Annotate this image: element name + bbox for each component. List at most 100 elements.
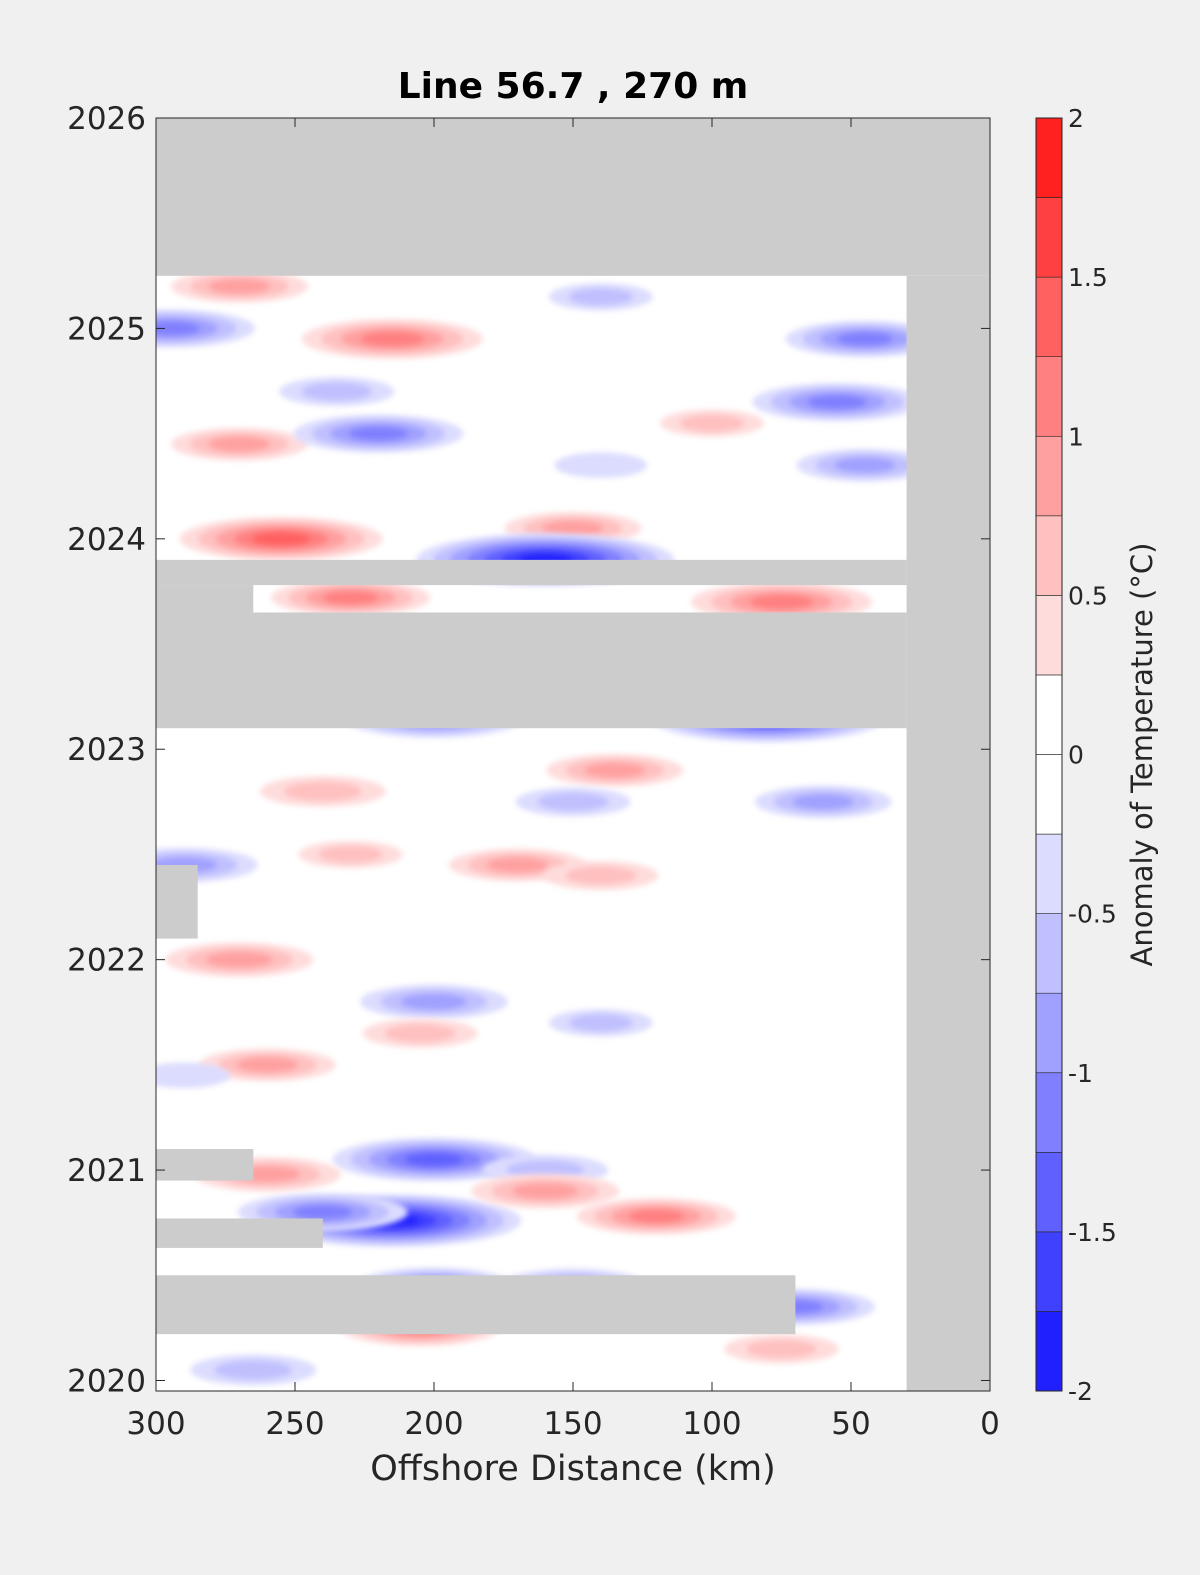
anomaly-contour <box>156 1062 231 1089</box>
colorbar-bin <box>1035 833 1063 914</box>
colorbar-bin <box>1035 674 1063 755</box>
anomaly-contour <box>318 846 383 863</box>
x-tick-label: 50 <box>831 1406 870 1442</box>
colorbar-tick-label: 0 <box>1068 741 1084 770</box>
no-data-mask <box>156 118 990 1391</box>
colorbar-tick-label: -1.5 <box>1068 1218 1117 1247</box>
colorbar-bin <box>1035 992 1063 1074</box>
no-data-region <box>156 118 990 276</box>
anomaly-contour <box>746 1339 817 1358</box>
anomaly-contour <box>837 332 893 346</box>
anomaly-patch <box>754 785 892 819</box>
anomaly-contour <box>628 1210 685 1223</box>
no-data-region <box>156 1218 323 1248</box>
anomaly-contour <box>208 436 270 452</box>
y-axis: 2020 2021 2022 2023 2024 2025 2026 <box>67 101 990 1399</box>
anomaly-patch <box>271 579 431 616</box>
anomaly-patch <box>576 1198 736 1235</box>
no-data-region <box>906 275 990 1391</box>
colorbar-bin <box>1035 356 1063 437</box>
anomaly-patch <box>259 775 386 807</box>
colorbar-frame <box>1035 117 1063 1392</box>
y-tick-label: 2026 <box>67 101 146 137</box>
anomaly-patch <box>360 984 508 1019</box>
x-axis-label: Offshore Distance (km) <box>370 1449 776 1489</box>
x-tick-label: 300 <box>126 1406 185 1442</box>
anomaly-patch <box>362 1018 478 1048</box>
colorbar-bin <box>1035 276 1063 357</box>
chart-title: Line 56.7 , 270 m <box>398 66 749 107</box>
anomaly-contour <box>156 321 200 336</box>
colorbar-bin <box>1035 595 1063 676</box>
colorbar-bin <box>1035 1231 1063 1312</box>
anomaly-contour <box>554 452 648 478</box>
anomaly-contour <box>301 382 373 401</box>
anomaly-contour <box>750 595 813 609</box>
colorbar-tick-label: 0.5 <box>1068 581 1108 610</box>
anomaly-patch <box>293 414 464 453</box>
anomaly-contour <box>568 1014 633 1032</box>
anomaly-patch <box>796 448 934 482</box>
anomaly-patch <box>279 377 395 407</box>
y-tick-label: 2022 <box>67 943 146 979</box>
x-tick-label: 100 <box>682 1406 741 1442</box>
x-tick-label: 0 <box>980 1406 1000 1442</box>
colorbar-tick-label: 2 <box>1068 104 1084 133</box>
anomaly-contour <box>236 1057 298 1073</box>
colorbar-bin <box>1035 1152 1063 1233</box>
anomaly-contour <box>322 591 379 605</box>
anomaly-contour <box>360 332 424 346</box>
x-tick-label: 250 <box>265 1406 324 1442</box>
x-axis: 300 250 200 150 100 50 0 <box>126 118 1000 1442</box>
y-tick-label: 2025 <box>67 311 146 347</box>
anomaly-contour <box>834 457 896 473</box>
anomaly-contour <box>206 952 273 968</box>
anomaly-patch <box>543 860 659 890</box>
anomaly-contour <box>568 288 633 306</box>
anomaly-contour <box>486 857 548 873</box>
anomaly-contour <box>252 532 311 546</box>
anomaly-contour <box>512 1183 579 1199</box>
anomaly-patch <box>156 309 255 348</box>
colorbar-bin <box>1035 197 1063 278</box>
y-tick-label: 2024 <box>67 522 146 558</box>
anomaly-patch <box>554 452 648 478</box>
anomaly-patch <box>546 753 684 787</box>
y-tick-label: 2021 <box>67 1153 146 1189</box>
anomaly-patch <box>301 319 483 359</box>
anomaly-contour <box>807 395 867 409</box>
colorbar-bin <box>1035 117 1063 198</box>
y-tick-label: 2023 <box>67 732 146 768</box>
colorbar-bin <box>1035 1072 1063 1153</box>
colorbar-bin <box>1035 515 1063 596</box>
anomaly-patch <box>170 270 308 303</box>
anomaly-contour <box>792 794 854 810</box>
anomaly-patch <box>660 409 764 437</box>
colorbar-bin <box>1035 1311 1063 1392</box>
no-data-region <box>156 1275 796 1335</box>
anomaly-patch <box>752 383 923 422</box>
y-tick-label: 2020 <box>67 1363 146 1399</box>
plot-area: 300 250 200 150 100 50 0 202020212022202320242… <box>67 101 1000 1442</box>
anomaly-contour <box>384 1024 456 1043</box>
colorbar-bin <box>1035 754 1063 835</box>
colorbar-tick-label: 1.5 <box>1068 263 1108 292</box>
no-data-region <box>156 585 254 613</box>
x-tick-label: 200 <box>404 1406 463 1442</box>
anomaly-contour <box>565 866 637 885</box>
colorbar-tick-label: -0.5 <box>1068 900 1117 929</box>
no-data-region <box>156 864 198 939</box>
no-data-region <box>156 559 907 586</box>
anomaly-contour <box>348 427 408 441</box>
anomaly-patch <box>548 283 653 311</box>
anomaly-contour <box>293 1205 353 1219</box>
anomaly-contour <box>537 792 609 811</box>
anomaly-patch <box>298 840 403 869</box>
anomaly-contour <box>401 994 467 1010</box>
colorbar-tick-label: -1 <box>1068 1059 1093 1088</box>
anomaly-patch <box>170 427 308 461</box>
anomaly-contour <box>680 414 744 432</box>
anomaly-contour <box>208 279 270 294</box>
anomaly-patch <box>785 320 945 358</box>
